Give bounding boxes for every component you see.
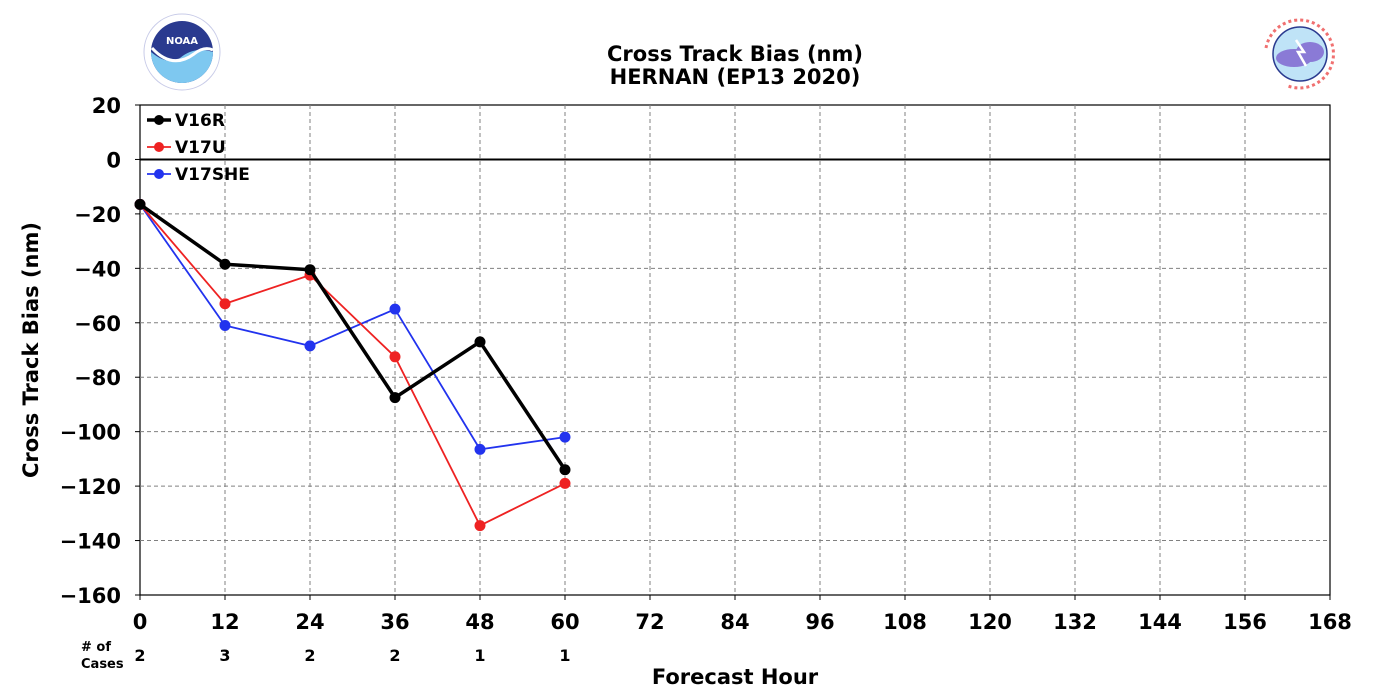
grid xyxy=(140,105,1330,595)
case-count: 3 xyxy=(219,646,230,665)
series-line-v16r xyxy=(138,202,567,471)
legend-label: V17U xyxy=(175,138,226,158)
cases-row: 2 3 2 2 1 1 xyxy=(134,646,570,665)
x-tick-label: 108 xyxy=(883,610,927,634)
y-tick-label: −60 xyxy=(74,312,121,336)
y-tick-label: −140 xyxy=(60,530,121,554)
series-group xyxy=(134,198,571,532)
data-point-v17u xyxy=(559,477,571,489)
noaa-logo: NOAA xyxy=(143,13,221,91)
ticks: 0 12 24 36 48 60 72 84 96 108 120 132 144 156 168 20 0 −2… xyxy=(60,94,1352,634)
data-point-v16r xyxy=(474,336,486,348)
case-count: 1 xyxy=(559,646,570,665)
x-tick-label: 96 xyxy=(805,610,834,634)
data-point-v17she xyxy=(304,340,316,352)
nws-logo xyxy=(1262,16,1338,92)
x-tick-label: 0 xyxy=(133,610,148,634)
cases-header-line1: # of xyxy=(81,640,111,655)
legend-swatch-marker xyxy=(154,142,164,152)
y-tick-label: −80 xyxy=(74,366,121,390)
data-point-v17she xyxy=(219,320,231,331)
y-tick-label: −160 xyxy=(60,584,121,608)
y-tick-label: −120 xyxy=(60,475,121,499)
data-point-v17u xyxy=(474,520,486,532)
y-tick-label: 20 xyxy=(92,94,121,118)
data-point-v17she xyxy=(474,443,486,455)
x-tick-label: 132 xyxy=(1053,610,1097,634)
data-point-v16r xyxy=(389,392,401,404)
y-tick-label: −20 xyxy=(74,203,121,227)
series-line-v17she xyxy=(139,203,566,451)
legend-label: V17SHE xyxy=(175,165,250,185)
x-tick-label: 60 xyxy=(550,610,579,634)
y-axis-label: Cross Track Bias (nm) xyxy=(19,222,43,478)
noaa-logo-text: NOAA xyxy=(166,36,198,47)
legend: V16R V17U V17SHE xyxy=(147,111,250,185)
series-line-v17u xyxy=(139,203,566,527)
x-tick-label: 12 xyxy=(210,610,239,634)
x-axis-label: Forecast Hour xyxy=(652,665,819,689)
x-tick-label: 36 xyxy=(380,610,409,634)
x-tick-label: 144 xyxy=(1138,610,1182,634)
x-tick-label: 168 xyxy=(1308,610,1352,634)
data-point-v16r xyxy=(559,464,571,476)
data-point-v17u xyxy=(219,298,231,310)
legend-swatch-marker xyxy=(154,169,164,179)
case-count: 1 xyxy=(474,646,485,665)
x-tick-label: 24 xyxy=(295,610,324,634)
x-tick-label: 48 xyxy=(465,610,494,634)
y-tick-label: −100 xyxy=(60,421,121,445)
case-count: 2 xyxy=(134,646,145,665)
case-count: 2 xyxy=(389,646,400,665)
y-tick-label: −40 xyxy=(74,257,121,281)
legend-swatch-marker xyxy=(154,115,164,125)
data-point-v16r xyxy=(134,198,146,210)
x-tick-label: 120 xyxy=(968,610,1012,634)
chart-title: Cross Track Bias (nm) xyxy=(607,42,863,66)
legend-label: V16R xyxy=(175,111,225,131)
cases-header-line2: Cases xyxy=(81,657,124,672)
data-point-v17she xyxy=(559,431,571,443)
y-tick-label: 0 xyxy=(106,148,121,172)
data-point-v17u xyxy=(389,351,401,363)
x-tick-label: 156 xyxy=(1223,610,1267,634)
data-point-v16r xyxy=(304,264,316,276)
x-tick-label: 84 xyxy=(720,610,749,634)
data-point-v17she xyxy=(389,303,401,315)
x-tick-label: 72 xyxy=(635,610,664,634)
data-point-v16r xyxy=(219,258,231,270)
chart-subtitle: HERNAN (EP13 2020) xyxy=(610,65,861,89)
case-count: 2 xyxy=(304,646,315,665)
